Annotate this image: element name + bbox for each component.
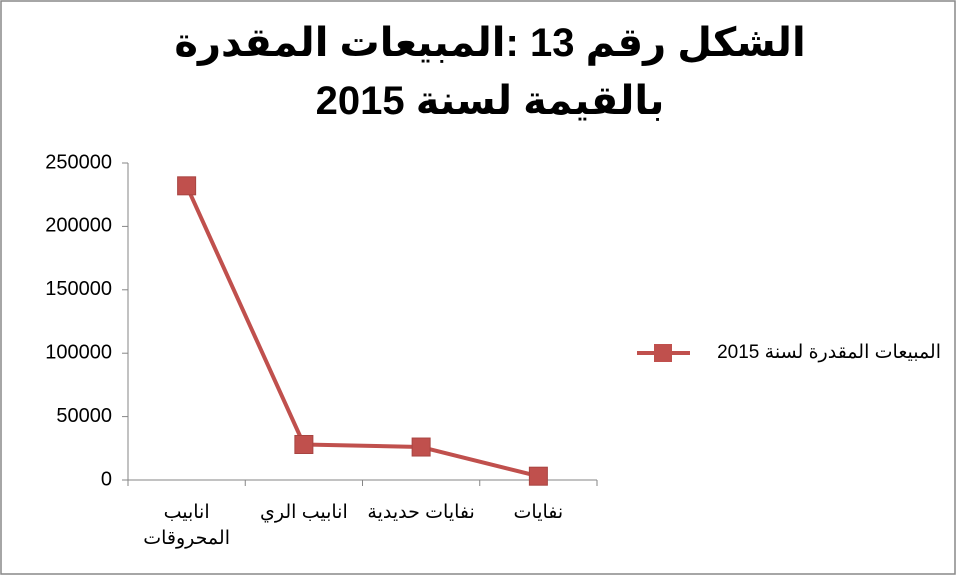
x-tick-label: انابيب الري [260, 502, 348, 523]
data-point [528, 466, 548, 486]
x-tick-label: نفايات [513, 502, 564, 523]
legend-label: المبيعات المقدرة لسنة 2015 [717, 342, 941, 363]
chart-title: الشكل رقم 13 :المبيعات المقدرة بالقيمة ل… [174, 21, 806, 123]
y-tick-label: 0 [101, 468, 112, 490]
x-tick-label: انابيب المحروقات [143, 502, 230, 549]
data-point [411, 437, 431, 457]
y-tick-label: 50000 [56, 405, 112, 427]
data-point [177, 176, 197, 196]
legend-marker [654, 344, 672, 362]
y-tick-label: 100000 [45, 341, 112, 363]
data-line [184, 184, 539, 479]
y-tick-label: 200000 [45, 215, 112, 237]
y-tick-label: 250000 [45, 151, 112, 173]
data-point [294, 434, 314, 454]
y-tick-label: 150000 [45, 278, 112, 300]
x-tick-label: نفايات حديدية [367, 502, 475, 523]
